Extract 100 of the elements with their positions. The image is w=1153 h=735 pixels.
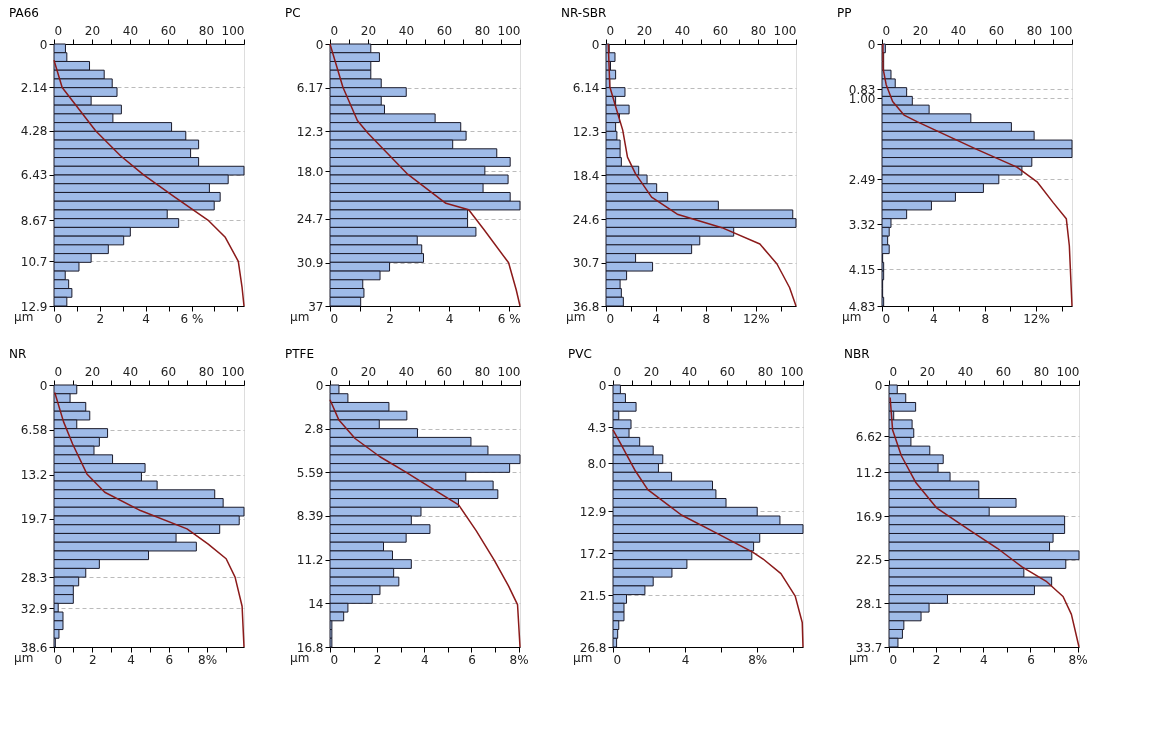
y-tick-label: 37 xyxy=(308,299,324,314)
y-tick-label: 14 xyxy=(308,596,324,611)
y-tick-label: 6.58 xyxy=(20,423,48,438)
y-tick-label: 30.9 xyxy=(296,256,324,271)
y-tick-label: 28.1 xyxy=(855,596,883,611)
x-tick-label: 12% xyxy=(1023,311,1050,326)
y-tick-label: 12.9 xyxy=(579,504,607,519)
x2-tick-label: 0 xyxy=(889,364,898,379)
y-tick-label: 0 xyxy=(39,378,48,393)
x-tick-label: 2 xyxy=(386,311,394,326)
x-tick-label: 2 xyxy=(96,311,105,326)
x2-tick-label: 60 xyxy=(712,23,729,38)
x-tick-label: 0 xyxy=(330,652,339,667)
y-tick-label: 3.32 xyxy=(848,217,876,232)
y-tick-label: 6.17 xyxy=(296,81,324,96)
x2-tick-label: 80 xyxy=(1033,364,1050,379)
x2-tick-label: 80 xyxy=(198,364,215,379)
x2-tick-label: 0 xyxy=(54,23,63,38)
x2-tick-label: 100 xyxy=(773,23,797,38)
x2-tick-label: 40 xyxy=(681,364,698,379)
chart-title: PTFE xyxy=(285,347,315,361)
y-tick-label: 2.49 xyxy=(848,172,876,187)
y-tick-label: 6.14 xyxy=(572,81,600,96)
chart-title: NBR xyxy=(844,347,870,361)
x2-tick-label: 100 xyxy=(497,364,521,379)
x-tick-label: 8 xyxy=(702,311,711,326)
y-tick-label: 13.2 xyxy=(20,468,48,483)
y-tick-label: 8.0 xyxy=(587,456,607,471)
x-tick-label: 0 xyxy=(54,652,63,667)
y-tick-label: 0 xyxy=(315,37,324,52)
y-tick-label: 28.3 xyxy=(20,570,48,585)
y-tick-label: 0 xyxy=(874,378,883,393)
x-tick-label: 8 xyxy=(981,311,990,326)
x-tick-label: 2 xyxy=(373,652,382,667)
y-tick-label: 4.28 xyxy=(20,124,48,139)
y-tick-label: 21.5 xyxy=(579,588,607,603)
y-tick-label: 0 xyxy=(315,378,324,393)
x-tick-label: 8% xyxy=(1068,652,1088,667)
y-axis-title: µm xyxy=(290,310,310,324)
x-tick-label: 8% xyxy=(748,652,768,667)
chart-title: PA66 xyxy=(9,6,39,20)
x2-tick-label: 60 xyxy=(995,364,1012,379)
x2-tick-label: 0 xyxy=(613,364,622,379)
x-tick-label: 8% xyxy=(509,652,529,667)
chart-title: NR xyxy=(9,347,27,361)
x2-tick-label: 100 xyxy=(1056,364,1080,379)
y-tick-label: 22.5 xyxy=(855,553,883,568)
chart-title: PP xyxy=(837,6,852,20)
x2-tick-label: 0 xyxy=(330,23,339,38)
x2-tick-label: 100 xyxy=(221,23,245,38)
x-tick-label: 2 xyxy=(932,652,941,667)
y-tick-label: 0 xyxy=(591,37,600,52)
x2-tick-label: 20 xyxy=(912,23,929,38)
x2-tick-label: 60 xyxy=(160,23,177,38)
x2-tick-label: 100 xyxy=(497,23,521,38)
x-tick-label: 4 xyxy=(930,311,938,326)
y-tick-label: 16.9 xyxy=(855,509,883,524)
x2-tick-label: 20 xyxy=(360,23,377,38)
x2-tick-label: 20 xyxy=(636,23,653,38)
y-tick-label: 5.59 xyxy=(296,465,324,480)
x2-tick-label: 40 xyxy=(398,364,415,379)
x2-tick-label: 20 xyxy=(84,364,101,379)
y-tick-label: 6.43 xyxy=(20,168,48,183)
chart-title: PVC xyxy=(568,347,592,361)
x2-tick-label: 80 xyxy=(1026,23,1043,38)
x2-tick-label: 20 xyxy=(643,364,660,379)
x-tick-label: 0 xyxy=(54,311,63,326)
x2-tick-label: 60 xyxy=(719,364,736,379)
x2-tick-label: 100 xyxy=(780,364,804,379)
y-tick-label: 32.9 xyxy=(20,601,48,616)
x-tick-label: 0 xyxy=(613,652,622,667)
y-tick-label: 4.3 xyxy=(587,420,607,435)
x2-tick-label: 100 xyxy=(221,364,245,379)
y-tick-label: 19.7 xyxy=(20,512,48,527)
y-tick-label: 24.6 xyxy=(572,212,600,227)
x2-tick-label: 60 xyxy=(160,364,177,379)
y-tick-label: 2.14 xyxy=(20,80,48,95)
x2-tick-label: 80 xyxy=(757,364,774,379)
x2-tick-label: 80 xyxy=(198,23,215,38)
y-tick-label: 8.39 xyxy=(296,509,324,524)
y-tick-label: 12.3 xyxy=(572,125,600,140)
x-tick-label: 6 % xyxy=(497,311,521,326)
y-tick-label: 11.2 xyxy=(855,465,883,480)
x2-tick-label: 20 xyxy=(84,23,101,38)
x2-tick-label: 80 xyxy=(750,23,767,38)
y-tick-label: 12.3 xyxy=(296,124,324,139)
x2-tick-label: 60 xyxy=(436,364,453,379)
x2-tick-label: 20 xyxy=(919,364,936,379)
y-tick-label: 30.7 xyxy=(572,256,600,271)
x2-tick-label: 20 xyxy=(360,364,377,379)
x2-tick-label: 40 xyxy=(398,23,415,38)
x-tick-label: 0 xyxy=(889,652,898,667)
y-tick-label: 8.67 xyxy=(20,213,48,228)
x-tick-label: 8% xyxy=(198,652,218,667)
x-tick-label: 0 xyxy=(330,311,339,326)
x-tick-label: 6 xyxy=(468,652,476,667)
x2-tick-label: 80 xyxy=(474,364,491,379)
x2-tick-label: 40 xyxy=(122,23,139,38)
x2-tick-label: 0 xyxy=(330,364,339,379)
x-tick-label: 4 xyxy=(445,311,454,326)
